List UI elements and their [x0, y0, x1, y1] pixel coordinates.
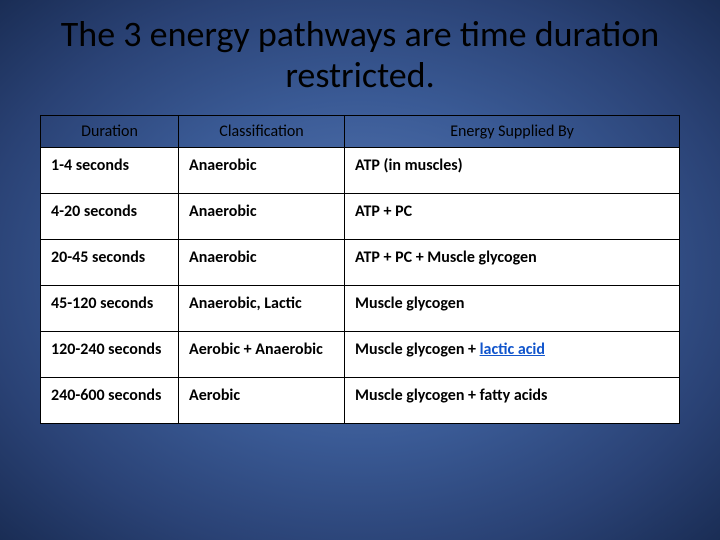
cell-energy: Muscle glycogen	[345, 285, 680, 331]
cell-energy: Muscle glycogen + lactic acid	[345, 331, 680, 377]
cell-duration: 4-20 seconds	[41, 193, 179, 239]
cell-energy-text: Muscle glycogen +	[355, 340, 480, 359]
cell-classification: Aerobic + Anaerobic	[179, 331, 345, 377]
col-header-classification: Classification	[179, 115, 345, 147]
cell-energy: ATP + PC	[345, 193, 680, 239]
table-row: 240-600 seconds Aerobic Muscle glycogen …	[41, 377, 680, 423]
cell-energy: Muscle glycogen + fatty acids	[345, 377, 680, 423]
table-row: 20-45 seconds Anaerobic ATP + PC + Muscl…	[41, 239, 680, 285]
slide-title: The 3 energy pathways are time duration …	[0, 14, 720, 97]
cell-duration: 20-45 seconds	[41, 239, 179, 285]
cell-classification: Anaerobic	[179, 147, 345, 193]
table-header-row: Duration Classification Energy Supplied …	[41, 115, 680, 147]
cell-classification: Anaerobic	[179, 239, 345, 285]
energy-pathways-table: Duration Classification Energy Supplied …	[40, 115, 680, 424]
cell-classification: Anaerobic	[179, 193, 345, 239]
table-row: 45-120 seconds Anaerobic, Lactic Muscle …	[41, 285, 680, 331]
cell-classification: Aerobic	[179, 377, 345, 423]
table-row: 120-240 seconds Aerobic + Anaerobic Musc…	[41, 331, 680, 377]
cell-duration: 45-120 seconds	[41, 285, 179, 331]
col-header-energy: Energy Supplied By	[345, 115, 680, 147]
cell-classification: Anaerobic, Lactic	[179, 285, 345, 331]
table-row: 4-20 seconds Anaerobic ATP + PC	[41, 193, 680, 239]
cell-energy: ATP (in muscles)	[345, 147, 680, 193]
table-row: 1-4 seconds Anaerobic ATP (in muscles)	[41, 147, 680, 193]
lactic-acid-link[interactable]: lactic acid	[480, 340, 545, 359]
cell-duration: 240-600 seconds	[41, 377, 179, 423]
cell-duration: 1-4 seconds	[41, 147, 179, 193]
cell-duration: 120-240 seconds	[41, 331, 179, 377]
cell-energy: ATP + PC + Muscle glycogen	[345, 239, 680, 285]
col-header-duration: Duration	[41, 115, 179, 147]
